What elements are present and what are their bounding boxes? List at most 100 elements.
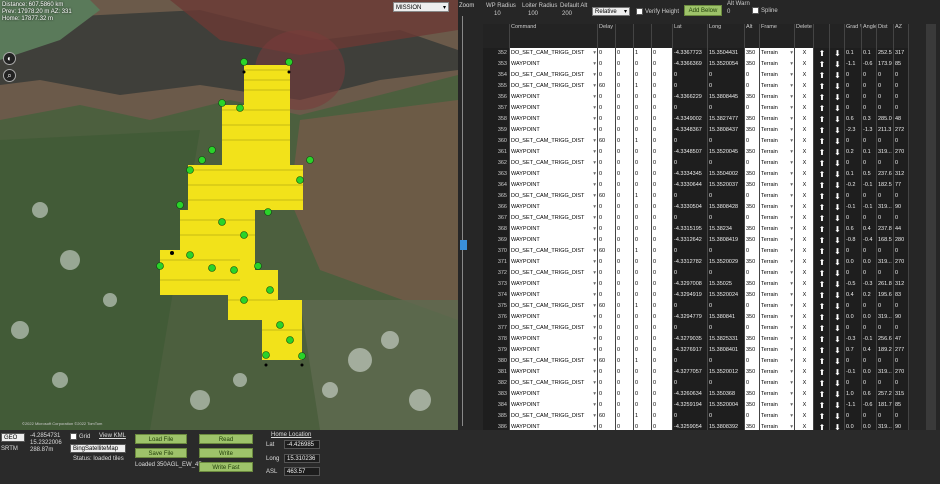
cell-p3[interactable]: 0 bbox=[634, 202, 652, 213]
cell-p3[interactable]: 0 bbox=[634, 345, 652, 356]
move-down-icon[interactable]: ⬇ bbox=[830, 125, 845, 136]
cell-alt[interactable]: 350 bbox=[745, 180, 760, 191]
cell-cmd[interactable]: DO_SET_CAM_TRIGG_DIST bbox=[510, 301, 598, 312]
cell-alt[interactable]: 350 bbox=[745, 367, 760, 378]
spline-checkbox[interactable]: Spline bbox=[752, 7, 778, 14]
alt-mode-select[interactable]: Relative bbox=[592, 7, 630, 17]
cell-cmd[interactable]: DO_SET_CAM_TRIGG_DIST bbox=[510, 356, 598, 367]
mission-row[interactable]: 356WAYPOINT0000-4.336622915.3808445350Te… bbox=[483, 92, 925, 103]
write-button[interactable]: Write bbox=[199, 448, 253, 458]
cell-p1[interactable]: 0 bbox=[598, 158, 616, 169]
delete-button[interactable]: X bbox=[795, 400, 814, 411]
mission-row[interactable]: 373WAYPOINT0000-4.329700815.35025350Terr… bbox=[483, 279, 925, 290]
delete-button[interactable]: X bbox=[795, 411, 814, 422]
cell-cmd[interactable]: WAYPOINT bbox=[510, 290, 598, 301]
cell-p2[interactable]: 0 bbox=[616, 356, 634, 367]
move-down-icon[interactable]: ⬇ bbox=[830, 224, 845, 235]
loiter-radius-input[interactable]: 100 bbox=[528, 11, 539, 17]
cell-p4[interactable]: 0 bbox=[652, 378, 673, 389]
lat-header[interactable]: Lat bbox=[673, 24, 708, 48]
cell-frame[interactable]: Terrain bbox=[760, 169, 795, 180]
cell-p3[interactable]: 1 bbox=[634, 81, 652, 92]
cell-p4[interactable]: 0 bbox=[652, 224, 673, 235]
cell-cmd[interactable]: WAYPOINT bbox=[510, 279, 598, 290]
cell-n[interactable]: 384 bbox=[483, 400, 510, 411]
move-up-icon[interactable]: ⬆ bbox=[814, 114, 830, 125]
cell-cmd[interactable]: DO_SET_CAM_TRIGG_DIST bbox=[510, 70, 598, 81]
cell-p4[interactable]: 0 bbox=[652, 301, 673, 312]
move-down-icon[interactable]: ⬇ bbox=[830, 389, 845, 400]
delete-button[interactable]: X bbox=[795, 136, 814, 147]
move-down-icon[interactable]: ⬇ bbox=[830, 202, 845, 213]
cell-p1[interactable]: 0 bbox=[598, 334, 616, 345]
cell-p2[interactable]: 0 bbox=[616, 312, 634, 323]
mission-row[interactable]: 372DO_SET_CAM_TRIGG_DIST0000000TerrainX⬆… bbox=[483, 268, 925, 279]
mission-row[interactable]: 362DO_SET_CAM_TRIGG_DIST0000000TerrainX⬆… bbox=[483, 158, 925, 169]
cell-frame[interactable]: Terrain bbox=[760, 202, 795, 213]
cell-p2[interactable]: 0 bbox=[616, 147, 634, 158]
cell-p4[interactable]: 0 bbox=[652, 312, 673, 323]
cell-p1[interactable]: 60 bbox=[598, 411, 616, 422]
delete-button[interactable]: X bbox=[795, 48, 814, 59]
cell-p4[interactable]: 0 bbox=[652, 92, 673, 103]
mission-row[interactable]: 379WAYPOINT0000-4.327691715.3808401350Te… bbox=[483, 345, 925, 356]
move-down-icon[interactable]: ⬇ bbox=[830, 411, 845, 422]
cell-n[interactable]: 355 bbox=[483, 81, 510, 92]
cell-p4[interactable]: 0 bbox=[652, 136, 673, 147]
move-down-icon[interactable]: ⬇ bbox=[830, 279, 845, 290]
coord-mode-select[interactable]: GEO bbox=[1, 433, 25, 442]
cell-alt[interactable]: 350 bbox=[745, 48, 760, 59]
cell-n[interactable]: 363 bbox=[483, 169, 510, 180]
move-up-icon[interactable]: ⬆ bbox=[814, 180, 830, 191]
cell-p2[interactable]: 0 bbox=[616, 422, 634, 433]
cell-alt[interactable]: 350 bbox=[745, 312, 760, 323]
move-down-icon[interactable]: ⬇ bbox=[830, 246, 845, 257]
delete-button[interactable]: X bbox=[795, 268, 814, 279]
cell-p4[interactable]: 0 bbox=[652, 356, 673, 367]
cell-p1[interactable]: 60 bbox=[598, 81, 616, 92]
delete-button[interactable]: X bbox=[795, 213, 814, 224]
cell-p3[interactable]: 0 bbox=[634, 180, 652, 191]
mission-row[interactable]: 366WAYPOINT0000-4.333050415.3808428350Te… bbox=[483, 202, 925, 213]
move-down-icon[interactable]: ⬇ bbox=[830, 59, 845, 70]
cell-p1[interactable]: 60 bbox=[598, 136, 616, 147]
cell-p1[interactable]: 0 bbox=[598, 312, 616, 323]
cell-p1[interactable]: 0 bbox=[598, 213, 616, 224]
cell-n[interactable]: 361 bbox=[483, 147, 510, 158]
up-header[interactable] bbox=[814, 24, 830, 48]
move-down-icon[interactable]: ⬇ bbox=[830, 301, 845, 312]
cell-frame[interactable]: Terrain bbox=[760, 400, 795, 411]
delete-button[interactable]: X bbox=[795, 158, 814, 169]
move-down-icon[interactable]: ⬇ bbox=[830, 48, 845, 59]
cell-p1[interactable]: 0 bbox=[598, 389, 616, 400]
cell-p3[interactable]: 0 bbox=[634, 147, 652, 158]
delete-button[interactable]: X bbox=[795, 246, 814, 257]
cell-p2[interactable]: 0 bbox=[616, 334, 634, 345]
cell-p4[interactable]: 0 bbox=[652, 411, 673, 422]
cell-alt[interactable]: 350 bbox=[745, 59, 760, 70]
cell-frame[interactable]: Terrain bbox=[760, 213, 795, 224]
cell-p4[interactable]: 0 bbox=[652, 191, 673, 202]
delete-button[interactable]: X bbox=[795, 345, 814, 356]
cell-n[interactable]: 365 bbox=[483, 191, 510, 202]
cell-p1[interactable]: 60 bbox=[598, 356, 616, 367]
cell-p3[interactable]: 0 bbox=[634, 334, 652, 345]
cell-cmd[interactable]: WAYPOINT bbox=[510, 400, 598, 411]
move-up-icon[interactable]: ⬆ bbox=[814, 224, 830, 235]
cell-n[interactable]: 378 bbox=[483, 334, 510, 345]
cell-frame[interactable]: Terrain bbox=[760, 81, 795, 92]
zoom-search-icon[interactable]: ⌕ bbox=[3, 69, 16, 82]
move-down-icon[interactable]: ⬇ bbox=[830, 378, 845, 389]
param3-header[interactable] bbox=[634, 24, 652, 48]
cell-p2[interactable]: 0 bbox=[616, 191, 634, 202]
delete-button[interactable]: X bbox=[795, 147, 814, 158]
move-up-icon[interactable]: ⬆ bbox=[814, 48, 830, 59]
move-up-icon[interactable]: ⬆ bbox=[814, 334, 830, 345]
delete-button[interactable]: X bbox=[795, 114, 814, 125]
cell-cmd[interactable]: DO_SET_CAM_TRIGG_DIST bbox=[510, 136, 598, 147]
cell-p4[interactable]: 0 bbox=[652, 268, 673, 279]
mission-row[interactable]: 367DO_SET_CAM_TRIGG_DIST0000000TerrainX⬆… bbox=[483, 213, 925, 224]
home-lat-input[interactable]: -4.426985 bbox=[284, 440, 320, 449]
cell-p3[interactable]: 0 bbox=[634, 224, 652, 235]
cell-frame[interactable]: Terrain bbox=[760, 235, 795, 246]
